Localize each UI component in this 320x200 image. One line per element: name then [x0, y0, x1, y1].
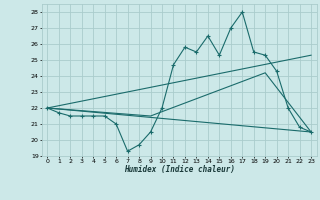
X-axis label: Humidex (Indice chaleur): Humidex (Indice chaleur)	[124, 165, 235, 174]
